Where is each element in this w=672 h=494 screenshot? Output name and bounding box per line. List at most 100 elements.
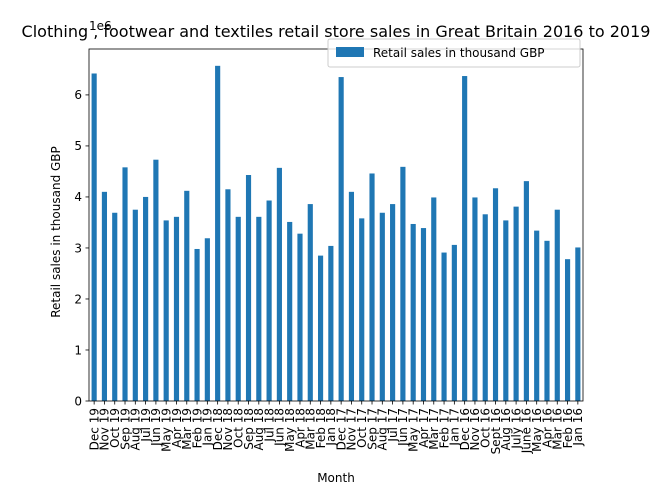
- x-tick-label: Dec 19: [87, 408, 101, 450]
- bar: [523, 181, 529, 401]
- x-tick-label: Jan 19: [201, 408, 215, 447]
- x-tick-label: Jun 17: [396, 408, 410, 447]
- bar: [369, 173, 375, 401]
- x-tick-label: Sep 17: [365, 408, 379, 450]
- bar: [390, 204, 396, 401]
- bar: [400, 166, 406, 401]
- legend: Retail sales in thousand GBP: [327, 38, 581, 68]
- y-axis-offset-text: 1e6: [89, 19, 112, 33]
- x-tick-label: Oct 16: [479, 408, 493, 448]
- bar: [328, 245, 334, 401]
- bar: [338, 77, 344, 401]
- x-tick-label: Oct 18: [232, 408, 246, 448]
- x-tick-label: Jan 16: [571, 408, 585, 447]
- x-tick-label: Sep 19: [118, 408, 132, 450]
- bar: [132, 209, 138, 401]
- y-tick-label: 0: [74, 394, 82, 408]
- bar: [503, 220, 509, 401]
- bar: [235, 216, 241, 401]
- bar: [184, 190, 190, 401]
- x-tick-label: Jul 18: [262, 408, 276, 443]
- y-tick-label: 3: [74, 241, 82, 255]
- legend-swatch: [336, 47, 364, 57]
- bar: [472, 197, 478, 401]
- bar: [359, 218, 365, 401]
- bar: [101, 191, 108, 401]
- bars-group: [91, 65, 581, 402]
- x-tick-label: Apr 16: [540, 408, 554, 448]
- x-tick-label: Nov 18: [221, 408, 235, 451]
- x-tick-label: Jan 17: [448, 408, 462, 447]
- x-tick-label: Mar 19: [180, 408, 194, 450]
- bar: [575, 247, 581, 401]
- x-tick-label: Aug 19: [129, 408, 143, 451]
- bar: [194, 248, 200, 401]
- bar: [307, 204, 313, 401]
- x-tick-label: Feb 16: [561, 408, 575, 448]
- x-tick-label: Nov 19: [98, 408, 112, 451]
- bar: [513, 206, 519, 401]
- bar: [482, 214, 488, 401]
- x-tick-label: Jun 18: [273, 408, 287, 447]
- x-tick-label: Mar 18: [304, 408, 318, 450]
- x-tick-label: May 16: [530, 408, 544, 452]
- bar: [215, 65, 221, 401]
- bar: [441, 252, 447, 401]
- x-tick-label: Aug 18: [252, 408, 266, 451]
- x-tick-label: Oct 19: [108, 408, 122, 448]
- bar: [431, 197, 437, 401]
- x-tick-label: June 16: [520, 408, 534, 454]
- x-tick-label: May 18: [283, 408, 297, 452]
- bar: [122, 167, 128, 401]
- x-tick-label: Sep 18: [242, 408, 256, 450]
- legend-label: Retail sales in thousand GBP: [373, 46, 545, 60]
- bar: [204, 238, 210, 401]
- bar: [317, 255, 324, 401]
- y-axis-label: Retail sales in thousand GBP: [49, 146, 63, 318]
- x-tick-label: Nov 16: [468, 408, 482, 451]
- x-tick-label: Aug 17: [376, 408, 390, 451]
- bar: [348, 191, 355, 401]
- bar: [163, 220, 169, 401]
- x-tick-label: Mar 16: [551, 408, 565, 450]
- legend-frame: [327, 38, 581, 68]
- bar: [297, 233, 303, 401]
- x-tick-label: May 17: [406, 408, 420, 452]
- x-tick-label: Aug 16: [499, 408, 513, 451]
- bar: [245, 175, 252, 401]
- x-tick-label: Jul 19: [139, 408, 153, 443]
- x-tick-label: Dec 17: [334, 408, 348, 450]
- y-tick-label: 6: [74, 88, 82, 102]
- y-tick-label: 1: [74, 343, 82, 357]
- x-tick-label: Sept 16: [489, 408, 503, 454]
- bar: [564, 259, 571, 401]
- bar: [379, 212, 385, 401]
- x-tick-label: Oct 17: [355, 408, 369, 448]
- bar: [173, 216, 180, 401]
- x-tick-label: Feb 18: [314, 408, 328, 448]
- x-tick-label: May 19: [159, 408, 173, 452]
- x-tick-label: Jan 18: [324, 408, 338, 447]
- bar: [256, 216, 262, 401]
- y-axis: 0 1 2 3 4 5 6: [74, 88, 89, 408]
- bar: [91, 73, 97, 402]
- y-tick-label: 2: [74, 292, 82, 306]
- bar: [544, 240, 550, 401]
- bar: [554, 209, 560, 401]
- x-tick-label: Apr 17: [417, 408, 431, 448]
- bar: [451, 244, 457, 401]
- bar: [266, 200, 272, 401]
- x-tick-label: Feb 17: [437, 408, 451, 448]
- x-tick-label: Dec 18: [211, 408, 225, 450]
- plot-background: [89, 49, 583, 401]
- bar: [410, 223, 416, 401]
- bar: [534, 230, 540, 401]
- x-tick-label: Nov 17: [345, 408, 359, 451]
- bar: [492, 188, 499, 401]
- x-tick-label: July 16: [509, 408, 523, 450]
- x-axis-label: Month: [317, 471, 355, 485]
- x-tick-label: Mar 17: [427, 408, 441, 450]
